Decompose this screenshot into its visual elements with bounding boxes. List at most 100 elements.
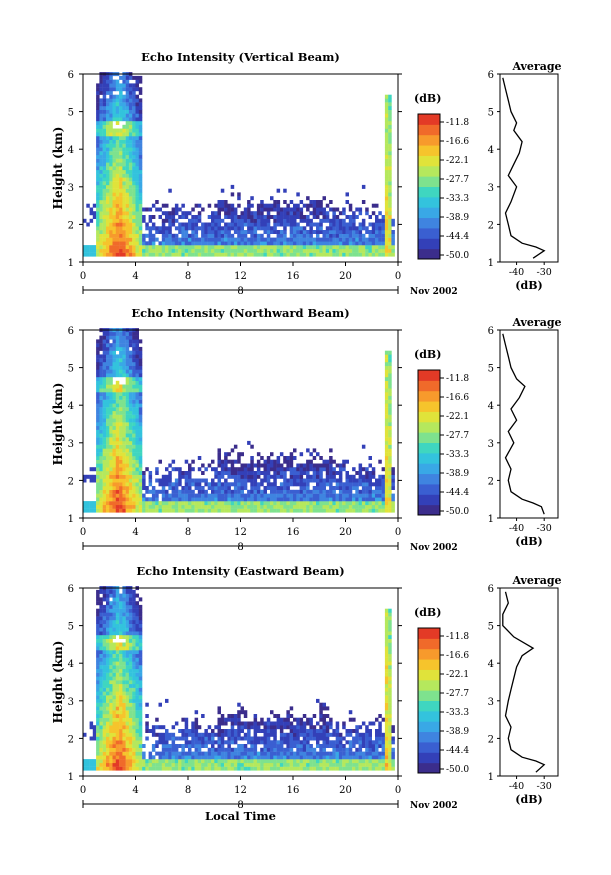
heatmap-cell xyxy=(106,399,110,404)
heatmap-cell xyxy=(243,482,248,487)
heatmap-cell xyxy=(316,493,320,498)
heatmap-cell xyxy=(165,766,169,771)
heatmap-cell xyxy=(345,508,349,513)
heatmap-cell xyxy=(132,425,136,430)
heatmap-cell xyxy=(115,230,120,234)
heatmap-cell xyxy=(109,657,113,662)
heatmap-cell xyxy=(273,203,277,208)
heatmap xyxy=(83,328,395,513)
heatmap-cell xyxy=(388,459,392,464)
heatmap-cell xyxy=(384,230,389,234)
heatmap-cell xyxy=(174,482,179,487)
heatmap-cell xyxy=(128,471,133,475)
heatmap-cell xyxy=(128,331,133,336)
heatmap-cell xyxy=(109,665,113,670)
heatmap-cell xyxy=(338,493,343,498)
heatmap-cell xyxy=(388,354,392,359)
heatmap-cell xyxy=(230,725,235,730)
heatmap-cell xyxy=(230,467,235,472)
heatmap-cell xyxy=(345,482,349,487)
heatmap-cell xyxy=(243,766,248,771)
heatmap-cell xyxy=(112,392,116,396)
heatmap-cell xyxy=(158,755,162,760)
heatmap-cell xyxy=(99,620,103,624)
heatmap-cell xyxy=(368,230,372,234)
heatmap-cell xyxy=(128,646,133,651)
heatmap-cell xyxy=(352,755,356,760)
heatmap-cell xyxy=(207,203,212,208)
heatmap-cell xyxy=(276,188,281,193)
heatmap-cell xyxy=(96,638,100,643)
heatmap-cell xyxy=(96,377,100,381)
heatmap-cell xyxy=(283,736,287,741)
heatmap-cell xyxy=(325,766,330,771)
heatmap-cell xyxy=(99,448,103,453)
heatmap-cell xyxy=(191,721,195,726)
heatmap-cell xyxy=(388,226,392,231)
heatmap-cell xyxy=(197,467,202,472)
heatmap-cell xyxy=(332,222,336,227)
heatmap-cell xyxy=(184,759,189,764)
heatmap-cell xyxy=(119,766,123,771)
heatmap-cell xyxy=(168,215,172,219)
heatmap-cell xyxy=(155,744,159,748)
heatmap-cell xyxy=(135,702,139,707)
heatmap-cell xyxy=(112,683,116,688)
heatmap-cell xyxy=(132,433,136,438)
heatmap-cell xyxy=(384,166,389,171)
heatmap-cell xyxy=(138,642,143,647)
heatmap-cell xyxy=(128,668,133,673)
heatmap-cell xyxy=(125,646,130,651)
heatmap-cell xyxy=(135,380,139,385)
heatmap-cell xyxy=(115,181,120,186)
heatmap-cell xyxy=(125,437,130,442)
heatmap-cell xyxy=(289,241,294,246)
heatmap-cell xyxy=(191,501,195,506)
heatmap-cell xyxy=(273,226,277,231)
heatmap-cell xyxy=(99,710,103,715)
heatmap-cell xyxy=(125,90,130,95)
heatmap-cell xyxy=(358,489,363,494)
heatmap-cell xyxy=(119,200,123,204)
heatmap-cell xyxy=(96,744,100,748)
heatmap-cell xyxy=(273,725,277,730)
heatmap-cell xyxy=(263,459,267,464)
heatmap-cell xyxy=(142,482,146,487)
heatmap-cell xyxy=(348,732,353,737)
heatmap-cell xyxy=(122,384,126,389)
heatmap-cell xyxy=(306,732,310,737)
heatmap-cell xyxy=(352,717,356,722)
heatmap-cell xyxy=(112,422,116,427)
heatmap-cell xyxy=(148,218,153,223)
heatmap-cell xyxy=(256,237,261,242)
heatmap-cell xyxy=(388,166,392,171)
heatmap-cell xyxy=(99,695,103,700)
heatmap-cell xyxy=(125,200,130,204)
heatmap-cell xyxy=(125,425,130,430)
heatmap-cell xyxy=(371,504,376,509)
heatmap-cell xyxy=(283,504,287,509)
heatmap-cell xyxy=(217,508,221,513)
heatmap-cell xyxy=(96,94,100,99)
heatmap-cell xyxy=(227,252,231,257)
heatmap-cell xyxy=(191,736,195,741)
heatmap-cell xyxy=(233,766,238,771)
heatmap-cell xyxy=(102,207,107,212)
heatmap-cell xyxy=(237,729,241,733)
heatmap-cell xyxy=(207,486,212,490)
heatmap-cell xyxy=(109,358,113,363)
heatmap-cell xyxy=(138,486,143,490)
heatmap-cell xyxy=(125,188,130,193)
heatmap-cell xyxy=(329,755,333,760)
heatmap-cell xyxy=(115,463,120,468)
heatmap-cell xyxy=(135,486,139,490)
heatmap-cell xyxy=(329,207,333,212)
heatmap-cell xyxy=(115,177,120,182)
heatmap-cell xyxy=(135,151,139,156)
heatmap-cell xyxy=(211,226,215,231)
heatmap-cell xyxy=(355,747,359,752)
heatmap-cell xyxy=(135,638,139,643)
heatmap-cell xyxy=(352,252,356,257)
heatmap-cell xyxy=(151,501,156,506)
heatmap-cell xyxy=(388,407,392,412)
